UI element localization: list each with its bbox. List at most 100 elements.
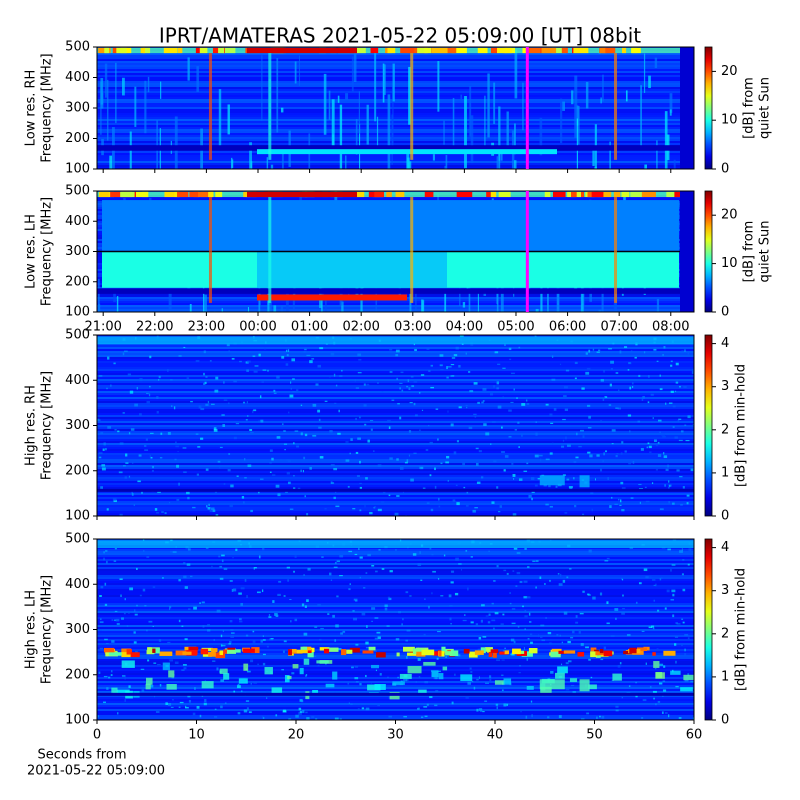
heatmap-speckle bbox=[373, 650, 377, 652]
heatmap-speckle bbox=[410, 376, 414, 378]
heatmap-speckle bbox=[653, 697, 655, 700]
heatmap-speckle bbox=[248, 711, 252, 714]
heatmap-speckle bbox=[107, 426, 112, 429]
heatmap-speckle bbox=[272, 474, 276, 476]
heatmap-speckle bbox=[146, 400, 150, 404]
heatmap-stripe bbox=[97, 703, 694, 705]
heatmap-stripe bbox=[97, 349, 694, 351]
heatmap-stripe bbox=[97, 619, 694, 621]
heatmap-band bbox=[327, 647, 339, 652]
heatmap-band bbox=[307, 652, 314, 658]
heatmap-speckle bbox=[485, 615, 489, 617]
heatmap-speckle bbox=[580, 643, 584, 646]
heatmap-speckle bbox=[220, 705, 223, 709]
heatmap-stripe bbox=[97, 481, 694, 483]
heatmap-speckle bbox=[619, 504, 622, 506]
heatmap-speckle bbox=[106, 560, 108, 564]
heatmap-speckle bbox=[377, 508, 382, 512]
heatmap-speckle bbox=[178, 579, 181, 582]
heatmap-speckle bbox=[230, 635, 235, 638]
heatmap-speckle bbox=[210, 403, 215, 405]
heatmap-speckle bbox=[568, 486, 573, 488]
heatmap-speckle bbox=[656, 648, 659, 650]
heatmap-speckle bbox=[268, 614, 271, 616]
heatmap-speckle bbox=[261, 55, 263, 121]
heatmap-stripe bbox=[97, 303, 694, 305]
heatmap-speckle bbox=[98, 629, 102, 631]
heatmap-band bbox=[346, 649, 353, 654]
heatmap-stripe bbox=[97, 511, 694, 513]
heatmap-speckle bbox=[262, 653, 266, 656]
heatmap-speckle bbox=[670, 364, 673, 367]
heatmap-speckle bbox=[481, 401, 484, 404]
heatmap-speckle bbox=[465, 352, 467, 355]
heatmap-speckle bbox=[687, 563, 690, 566]
heatmap-speckle bbox=[246, 670, 251, 673]
heatmap-speckle bbox=[664, 484, 666, 487]
heatmap-speckle bbox=[511, 608, 516, 610]
heatmap-band bbox=[544, 191, 551, 198]
heatmap-speckle bbox=[384, 607, 388, 611]
heatmap-stripe bbox=[97, 455, 694, 457]
heatmap-speckle bbox=[456, 654, 461, 657]
x-tick-label: 06:00 bbox=[549, 320, 586, 335]
heatmap-speckle bbox=[279, 459, 283, 461]
heatmap-speckle bbox=[257, 663, 259, 666]
heatmap-speckle bbox=[513, 640, 516, 644]
heatmap-speckle bbox=[271, 457, 274, 461]
heatmap-speckle bbox=[222, 629, 224, 632]
heatmap-speckle bbox=[510, 653, 514, 656]
heatmap-speckle bbox=[127, 373, 131, 376]
heatmap-speckle bbox=[211, 565, 213, 568]
heatmap-speckle bbox=[355, 451, 359, 454]
heatmap-speckle bbox=[304, 495, 306, 498]
heatmap-speckle bbox=[605, 396, 608, 398]
heatmap-speckle bbox=[246, 595, 248, 598]
heatmap-speckle bbox=[269, 471, 272, 473]
heatmap-band bbox=[341, 649, 347, 656]
heatmap-band bbox=[368, 646, 376, 651]
heatmap-speckle bbox=[470, 671, 473, 673]
heatmap-speckle bbox=[616, 453, 619, 455]
heatmap-speckle bbox=[686, 494, 690, 497]
heatmap-speckle bbox=[357, 437, 361, 440]
heatmap-speckle bbox=[470, 621, 474, 624]
heatmap-stripe bbox=[97, 445, 694, 447]
heatmap-speckle bbox=[389, 457, 393, 460]
heatmap-speckle bbox=[323, 73, 327, 135]
heatmap-speckle bbox=[243, 709, 248, 713]
heatmap-speckle bbox=[281, 355, 285, 359]
heatmap-speckle bbox=[233, 436, 237, 440]
heatmap-speckle bbox=[130, 428, 135, 431]
heatmap-speckle bbox=[431, 553, 434, 556]
heatmap-speckle bbox=[400, 680, 403, 682]
heatmap-speckle bbox=[682, 588, 686, 592]
heatmap-speckle bbox=[602, 460, 604, 463]
heatmap-speckle bbox=[233, 690, 236, 693]
heatmap-speckle bbox=[559, 363, 562, 365]
heatmap-speckle bbox=[667, 464, 669, 468]
heatmap-speckle bbox=[462, 462, 465, 466]
heatmap-speckle bbox=[167, 432, 171, 435]
heatmap-speckle bbox=[192, 506, 196, 509]
heatmap-speckle bbox=[235, 423, 240, 425]
heatmap-band bbox=[637, 647, 648, 652]
heatmap-speckle bbox=[397, 676, 399, 679]
colorbar-label: quiet Sun bbox=[758, 77, 773, 139]
heatmap-speckle bbox=[399, 416, 402, 420]
heatmap-speckle bbox=[474, 507, 478, 509]
heatmap-speckle bbox=[347, 682, 350, 685]
heatmap-speckle bbox=[240, 690, 243, 693]
heatmap-speckle bbox=[518, 478, 523, 481]
heatmap-stripe bbox=[97, 613, 694, 615]
heatmap-speckle bbox=[432, 570, 436, 573]
heatmap-stripe bbox=[97, 691, 694, 693]
heatmap-speckle bbox=[543, 484, 547, 487]
heatmap-speckle bbox=[216, 667, 219, 671]
heatmap-speckle bbox=[576, 432, 578, 436]
heatmap-speckle bbox=[157, 664, 161, 666]
heatmap-stripe bbox=[97, 373, 694, 375]
heatmap-speckle bbox=[293, 475, 295, 477]
heatmap-speckle bbox=[196, 473, 199, 476]
heatmap-speckle bbox=[330, 464, 335, 466]
